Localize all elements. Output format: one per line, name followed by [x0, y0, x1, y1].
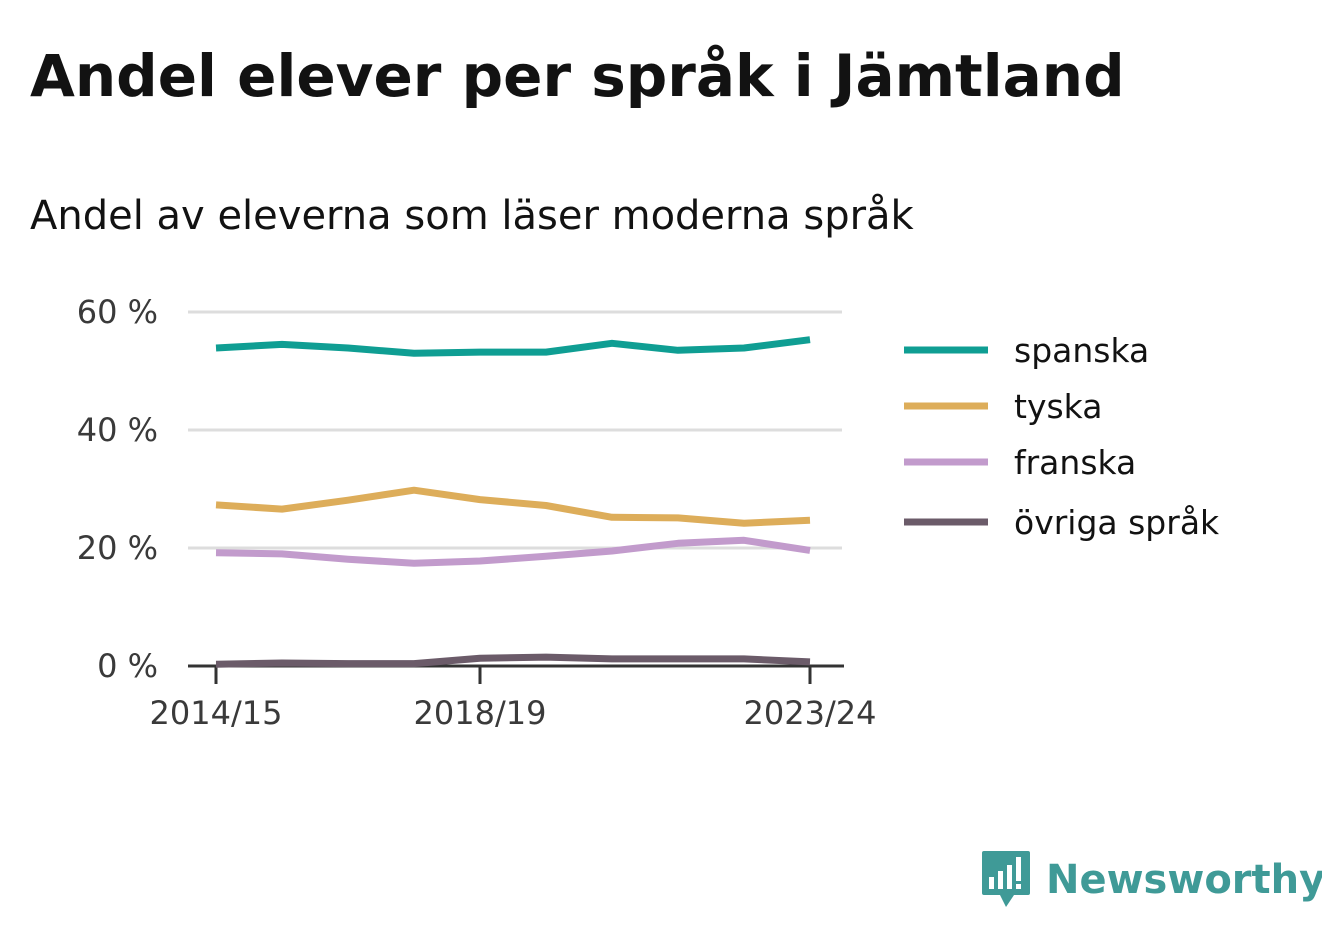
y-tick-label: 40 %	[77, 411, 158, 449]
x-tick-label: 2018/19	[414, 694, 547, 732]
series-line-1	[215, 486, 811, 527]
chart-subtitle: Andel av eleverna som läser moderna språ…	[30, 193, 914, 239]
series-line-0	[215, 336, 811, 357]
series-lines	[215, 336, 811, 668]
legend: spanska tyska franska övriga språk	[904, 331, 1220, 542]
gridlines	[188, 310, 842, 550]
brand: Newsworthy	[980, 848, 1322, 912]
legend-label: franska	[1014, 443, 1136, 482]
newsworthy-logo-icon	[982, 851, 1030, 907]
y-tick-label: 60 %	[77, 293, 158, 331]
chart-title: Andel elever per språk i Jämtland	[30, 42, 1125, 110]
y-tick-label: 0 %	[97, 647, 158, 685]
x-tick-label: 2023/24	[744, 694, 877, 732]
legend-label: övriga språk	[1014, 503, 1220, 542]
legend-label: spanska	[1014, 331, 1149, 370]
series-line-3	[215, 653, 811, 668]
brand-name: Newsworthy	[1046, 857, 1322, 903]
axes: 0 % 20 % 40 % 60 % 2014/15 2018/19 2023/24	[77, 293, 877, 732]
y-tick-label: 20 %	[77, 529, 158, 567]
x-tick-label: 2014/15	[150, 694, 283, 732]
legend-label: tyska	[1014, 387, 1102, 426]
series-line-2	[215, 536, 811, 567]
